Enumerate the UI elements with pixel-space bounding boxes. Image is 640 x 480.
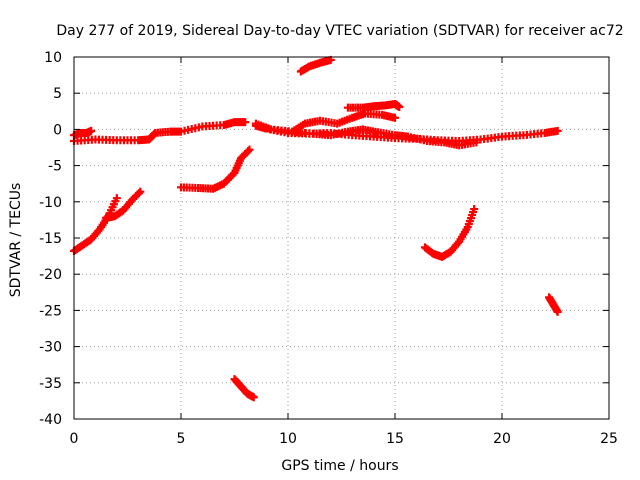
data-point [136, 187, 145, 196]
y-tick-label: -20 [39, 267, 62, 283]
y-tick-label: -15 [39, 231, 62, 247]
series-early-top-short [70, 126, 96, 140]
series-early-left-arc [70, 194, 121, 256]
y-tick-label: -40 [39, 412, 62, 428]
data-point [244, 147, 253, 156]
chart-title: Day 277 of 2019, Sidereal Day-to-day VTE… [56, 23, 623, 39]
series-early-second-arc [102, 187, 145, 222]
data-point [553, 307, 562, 316]
y-tick-label: 5 [53, 86, 62, 102]
series-afternoon-plateau [343, 100, 404, 112]
data-point [112, 194, 121, 203]
x-tick-label: 25 [600, 431, 618, 447]
series-morning-long [70, 118, 250, 145]
data-point [249, 393, 258, 402]
y-tick-label: 0 [53, 122, 62, 138]
data-point [470, 205, 479, 214]
x-tick-label: 0 [70, 431, 79, 447]
series-late-small [545, 293, 562, 316]
data-point [245, 145, 254, 154]
data-point [134, 189, 143, 198]
y-tick-label: 10 [44, 50, 62, 66]
series-late-arc [420, 205, 479, 261]
data-point [87, 126, 96, 135]
x-tick-label: 10 [279, 431, 297, 447]
x-tick-labels: 0 5 10 15 20 25 [70, 431, 618, 447]
series-midday-upper [251, 109, 399, 136]
series-morning-lower [177, 145, 254, 193]
series-morning-negative [230, 375, 258, 402]
y-tick-label: -35 [39, 376, 62, 392]
data-series [70, 55, 562, 402]
y-tick-label: -10 [39, 195, 62, 211]
data-point [472, 138, 481, 147]
y-axis-label: SDTVAR / TECUs [8, 183, 24, 298]
y-tick-label: -30 [39, 340, 62, 356]
y-tick-labels: -40 -35 -30 -25 -20 -15 -10 -5 0 5 10 [39, 50, 62, 428]
x-tick-label: 15 [386, 431, 404, 447]
data-point [553, 126, 562, 135]
y-tick-label: -25 [39, 303, 62, 319]
x-tick-label: 5 [177, 431, 186, 447]
series-midday-lower [284, 125, 481, 150]
data-point [241, 118, 250, 127]
axis-ticks [73, 56, 610, 420]
data-point [395, 102, 404, 111]
series-afternoon-high [296, 55, 335, 76]
x-axis-label: GPS time / hours [281, 458, 398, 474]
x-tick-label: 20 [493, 431, 511, 447]
y-tick-label: -5 [48, 159, 62, 175]
data-point [391, 113, 399, 122]
